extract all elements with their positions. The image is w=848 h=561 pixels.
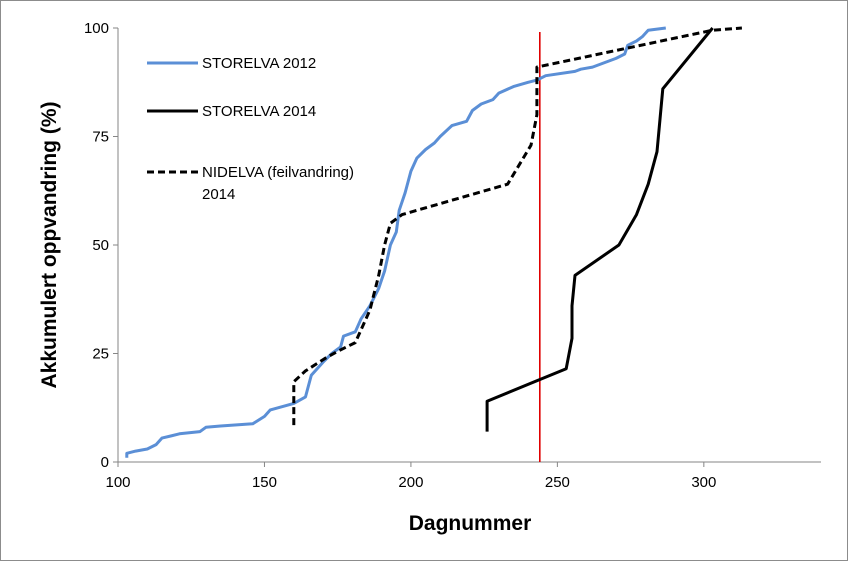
series-storelva-2012-line xyxy=(125,26,666,458)
y-tick-label: 50 xyxy=(92,237,109,254)
y-tick-label: 100 xyxy=(84,20,109,37)
series-layer xyxy=(125,26,743,462)
legend-label: STORELVA 2014 xyxy=(202,103,316,120)
legend-label: 2014 xyxy=(202,186,235,203)
y-tick-label: 75 xyxy=(92,129,109,146)
axes: 0 25 50 75 100 100 150 200 250 300 xyxy=(84,20,821,491)
x-tick-label: 250 xyxy=(545,474,570,491)
y-tick-label: 25 xyxy=(92,346,109,363)
x-tick-label: 200 xyxy=(398,474,423,491)
series-storelva-2014-line xyxy=(485,27,714,432)
y-axis-title: Akkumulert oppvandring (%) xyxy=(38,101,61,388)
series-nidelva-2014-line xyxy=(292,26,743,426)
x-tick-label: 300 xyxy=(691,474,716,491)
legend: STORELVA 2012 STORELVA 2014 NIDELVA (feilv… xyxy=(147,55,354,203)
legend-label: STORELVA 2012 xyxy=(202,55,316,72)
x-tick-label: 150 xyxy=(252,474,277,491)
y-tick-label: 0 xyxy=(101,454,109,471)
legend-label: NIDELVA (feilvandring) xyxy=(202,164,354,181)
x-axis-title: Dagnummer xyxy=(409,512,532,535)
x-tick-label: 100 xyxy=(105,474,130,491)
